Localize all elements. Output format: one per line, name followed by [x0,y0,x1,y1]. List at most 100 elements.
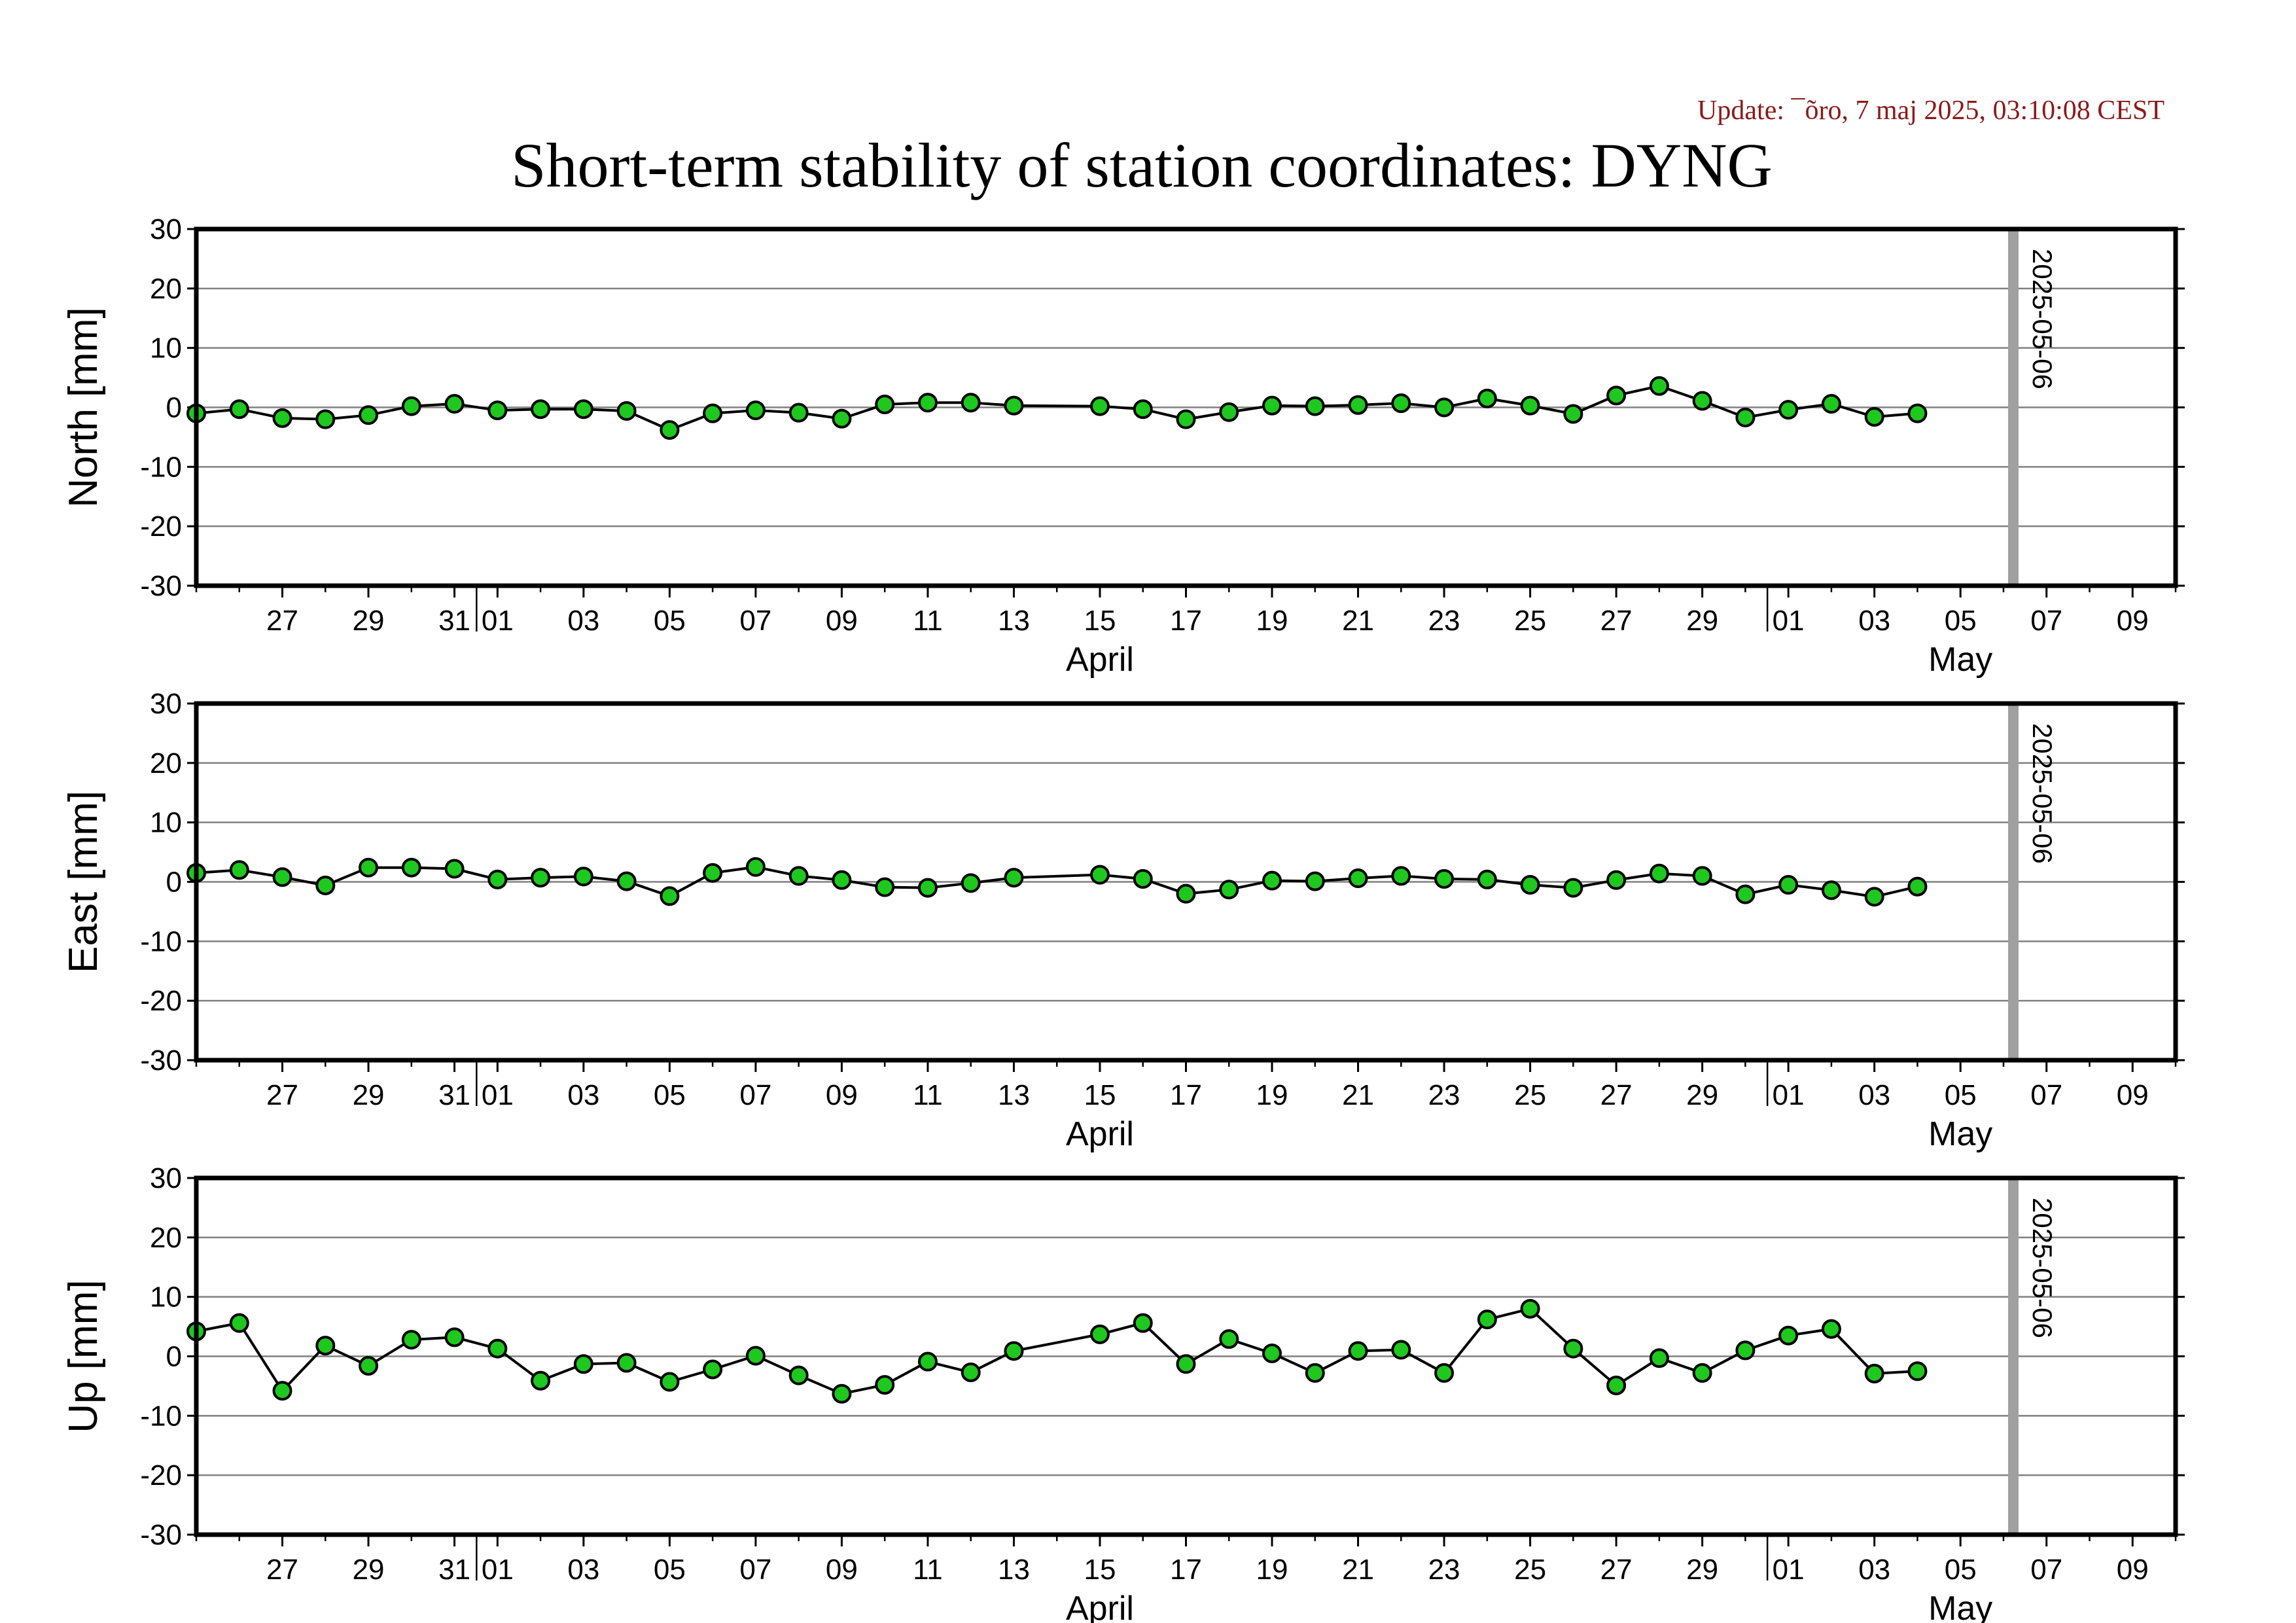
data-point [1133,399,1153,419]
y-tick-label: 20 [150,747,182,779]
data-point [444,859,465,879]
data-point [616,401,637,421]
data-point [1262,870,1282,891]
data-point [832,870,852,890]
x-tick-label: 01 [1773,1079,1805,1111]
y-tick-label: 0 [166,1341,182,1373]
x-tick-label: 01 [1773,605,1805,637]
data-point [1219,1329,1239,1349]
data-point [1520,395,1540,416]
x-tick-label: 09 [2117,1079,2149,1111]
data-point [832,1383,852,1404]
data-point [1434,868,1455,889]
data-point [1305,871,1325,891]
data-point [1778,1325,1799,1346]
data-point [1348,868,1368,889]
data-point [745,857,766,877]
data-point [1004,395,1024,416]
data-point [660,1372,680,1392]
x-tick-label: 25 [1514,605,1546,637]
x-tick-label: 27 [1600,605,1633,637]
data-point [573,1354,593,1374]
x-tick-label: 07 [2030,1079,2062,1111]
data-point [1219,402,1239,422]
data-point [1305,396,1325,416]
data-point [1778,875,1799,895]
date-marker-label: 2025-05-06 [2027,249,2058,389]
data-point [616,871,637,891]
data-point [1563,1338,1583,1359]
x-tick-label: 09 [826,605,858,637]
data-point [1004,1341,1024,1361]
y-tick-label: -20 [140,985,182,1017]
data-point [660,420,680,440]
data-point [1391,1340,1411,1360]
data-point [1520,1298,1540,1319]
data-point [229,399,249,419]
data-point [961,393,981,413]
y-tick-label: -10 [140,925,182,957]
data-point [1089,865,1110,885]
x-tick-label: 05 [654,1079,686,1111]
x-tick-label: 25 [1514,1079,1546,1111]
east-panel: 30 20 10 0 -10 -20 -30 East [mm] 27 29 31 01 03 05 07 0… [61,688,2185,1153]
data-point [1907,876,1928,897]
data-point [1176,883,1196,904]
data-point [1907,403,1928,423]
data-point [1735,1340,1756,1361]
data-point [1821,880,1841,901]
data-point [272,867,292,887]
data-point [401,1330,421,1350]
y-axis-label: North [mm] [61,307,106,508]
x-month-label: April [1066,1115,1134,1153]
x-tick-label: 27 [266,605,298,637]
x-tick-label: 05 [1945,605,1977,637]
y-tick-label: 10 [150,332,182,365]
data-point [1907,1361,1928,1382]
x-tick-label: 15 [1084,1079,1116,1111]
x-tick-label: 07 [2030,1554,2062,1586]
data-point [1864,887,1884,907]
data-point [1606,1376,1627,1396]
date-marker-label: 2025-05-06 [2027,723,2058,864]
data-point [444,394,465,414]
data-point [1649,376,1669,396]
data-point [1176,1354,1196,1374]
data-point [788,1365,809,1385]
data-point [1520,875,1540,895]
data-point [315,409,336,429]
data-point [487,869,508,889]
x-tick-label: 11 [913,1554,943,1586]
data-point [401,396,421,416]
data-point [1735,884,1756,904]
data-point [616,1353,637,1373]
data-point [1262,395,1282,416]
data-point [359,405,379,425]
x-tick-label: 09 [826,1554,858,1586]
data-point [961,873,981,893]
x-tick-label: 23 [1428,605,1460,637]
x-tick-label: 19 [1256,1554,1288,1586]
data-point [315,1336,336,1356]
series-line [196,384,1918,432]
data-point [1434,397,1455,418]
y-tick-label: 0 [166,392,182,424]
x-tick-label: 03 [1858,1554,1890,1586]
data-point [1821,394,1841,414]
x-tick-label: 07 [739,1554,771,1586]
data-point [1477,388,1497,408]
data-point [917,1351,938,1372]
series-line [196,865,1918,899]
data-point [832,408,852,429]
date-marker-label: 2025-05-06 [2027,1198,2058,1338]
data-point [573,866,593,887]
data-point [487,401,508,421]
x-tick-label: 23 [1428,1079,1460,1111]
data-point [875,877,895,897]
north-panel: 30 20 10 0 -10 -20 -30 North [mm] 27 29 31 01 03 05 07… [61,213,2185,679]
data-point [444,1327,465,1347]
data-point [229,860,249,880]
data-point [875,394,895,414]
plot-frame [194,701,2178,1063]
x-tick-label: 01 [482,605,514,637]
